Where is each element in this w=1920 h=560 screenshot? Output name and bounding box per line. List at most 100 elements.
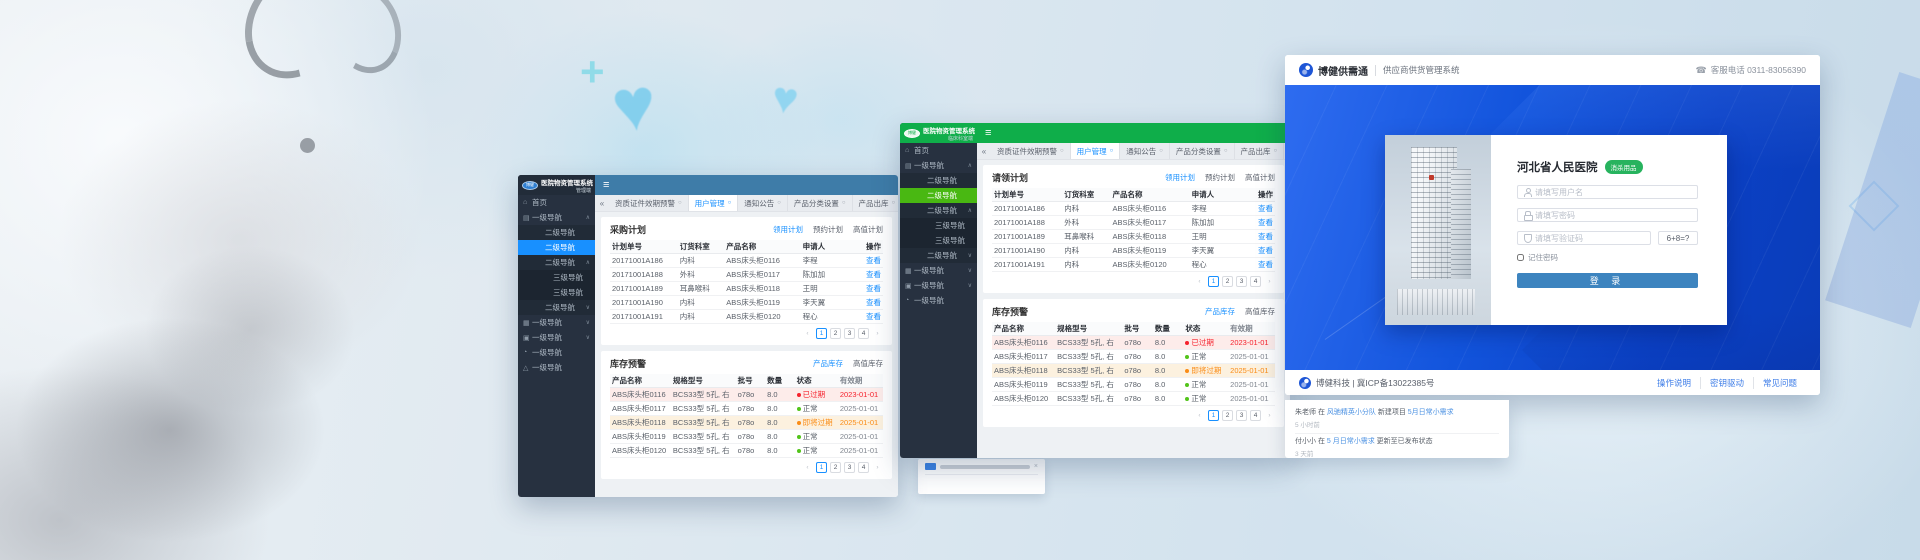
view-link[interactable]: 查看 — [866, 270, 881, 279]
view-link[interactable]: 查看 — [1258, 204, 1273, 213]
tab[interactable]: 产品分类设置 ○ — [788, 195, 853, 211]
remember-checkbox[interactable] — [1517, 254, 1524, 261]
sidebar-item[interactable]: ◔ 一级导航 — [905, 296, 944, 305]
plan-filter-link[interactable]: 领用计划 — [773, 225, 803, 234]
sidebar-item[interactable]: 二级导航 ∨ — [900, 248, 977, 263]
view-link[interactable]: 查看 — [866, 256, 881, 265]
page-button[interactable]: 2 — [1222, 410, 1233, 421]
plan-filter-link[interactable]: 高值计划 — [853, 225, 883, 234]
tab-close-icon[interactable]: ○ — [777, 200, 781, 206]
page-button[interactable]: ‹ — [806, 464, 809, 471]
page-button[interactable]: 1 — [816, 328, 827, 339]
inventory-filter-link[interactable]: 高值库存 — [1245, 307, 1275, 316]
tab[interactable]: 资质证件效期预警 ○ — [991, 143, 1071, 159]
page-button[interactable]: 1 — [1208, 276, 1219, 287]
view-link[interactable]: 查看 — [1258, 218, 1273, 227]
footer-link[interactable]: 常见问题 — [1752, 376, 1806, 389]
inventory-filter-link[interactable]: 产品库存 — [813, 359, 843, 368]
sidebar-item[interactable]: 二级导航 — [900, 188, 977, 203]
page-button[interactable]: 3 — [844, 328, 855, 339]
menu-toggle-icon[interactable]: ≡ — [603, 178, 610, 191]
tab-close-icon[interactable]: ○ — [1273, 148, 1278, 154]
page-button[interactable]: 2 — [1222, 276, 1233, 287]
password-input[interactable] — [1535, 210, 1692, 220]
sidebar-item[interactable]: 二级导航 ∨ — [518, 300, 595, 315]
tab-close-icon[interactable]: ○ — [891, 200, 896, 206]
sidebar-item[interactable]: ⌂ 首页 — [905, 146, 929, 155]
footer-link[interactable]: 操作说明 — [1656, 377, 1691, 388]
sidebar-item[interactable]: △ 一级导航 — [523, 363, 562, 372]
sidebar-item[interactable]: ▦ 一级导航 ∨ — [523, 318, 590, 327]
feed-link[interactable]: 风驰精英小分队 — [1326, 409, 1376, 416]
tab[interactable]: 通知公告 ○ — [738, 195, 788, 211]
page-button[interactable]: 3 — [1236, 276, 1247, 287]
page-button[interactable]: 4 — [858, 462, 869, 473]
sidebar-item[interactable]: 三级导航 — [518, 270, 595, 285]
tab[interactable]: 通知公告 ○ — [1120, 143, 1170, 159]
captcha-input[interactable] — [1535, 233, 1645, 243]
plan-filter-link[interactable]: 预约计划 — [1205, 173, 1235, 182]
tab-close-icon[interactable]: ○ — [1060, 148, 1064, 154]
sidebar-item[interactable]: 二级导航 — [518, 225, 595, 240]
tab[interactable]: 资质证件效期预警 ○ — [609, 195, 689, 211]
view-link[interactable]: 查看 — [1258, 246, 1273, 255]
page-button[interactable]: 2 — [830, 328, 841, 339]
tab-close-icon[interactable]: ○ — [1109, 148, 1114, 154]
sidebar-item[interactable]: ▣ 一级导航 ∨ — [905, 281, 972, 290]
sidebar-item[interactable]: ⌂ 首页 — [523, 198, 547, 207]
inventory-filter-link[interactable]: 产品库存 — [1205, 307, 1235, 316]
sidebar-item[interactable]: 二级导航 ∧ — [900, 203, 977, 218]
view-link[interactable]: 查看 — [866, 284, 881, 293]
menu-toggle-icon[interactable]: ≡ — [985, 126, 992, 139]
plan-filter-link[interactable]: 预约计划 — [813, 225, 843, 234]
tab-close-icon[interactable]: ○ — [1223, 148, 1228, 154]
sidebar-item[interactable]: 三级导航 — [900, 233, 977, 248]
footer-link[interactable]: 密钥驱动 — [1699, 376, 1753, 389]
tab[interactable]: 用户管理 ○ — [688, 195, 739, 211]
sidebar-item[interactable]: ◔ 一级导航 — [523, 348, 562, 357]
page-button[interactable]: 3 — [844, 462, 855, 473]
view-link[interactable]: 查看 — [866, 312, 881, 321]
sidebar-item[interactable]: ▦ 一级导航 ∨ — [905, 266, 972, 275]
sidebar-item[interactable]: 二级导航 — [518, 240, 595, 255]
page-button[interactable]: › — [1268, 278, 1271, 285]
tab-close-icon[interactable]: ○ — [678, 200, 682, 206]
remember-label[interactable]: 记住密码 — [1528, 253, 1558, 262]
page-button[interactable]: › — [876, 330, 879, 337]
tab[interactable]: 产品出库 ○ — [1235, 143, 1285, 159]
feed-link[interactable]: 5 月日常小需求 — [1326, 438, 1375, 445]
inventory-filter-link[interactable]: 高值库存 — [853, 359, 883, 368]
page-button[interactable]: ‹ — [1198, 412, 1201, 419]
tab-close-icon[interactable]: ○ — [1159, 148, 1163, 154]
page-button[interactable]: 4 — [1250, 276, 1261, 287]
close-icon[interactable]: × — [1033, 463, 1038, 470]
sidebar-item[interactable]: ▤ 一级导航 ∧ — [905, 161, 972, 170]
view-link[interactable]: 查看 — [1258, 260, 1273, 269]
tabs-collapse-icon[interactable]: « — [981, 146, 987, 156]
captcha-question[interactable]: 6+8=? — [1658, 231, 1698, 245]
page-button[interactable]: ‹ — [806, 330, 809, 337]
tab-close-icon[interactable]: ○ — [841, 200, 846, 206]
page-button[interactable]: 4 — [858, 328, 869, 339]
plan-filter-link[interactable]: 高值计划 — [1245, 173, 1275, 182]
tabs-collapse-icon[interactable]: « — [599, 198, 605, 208]
page-button[interactable]: ‹ — [1198, 278, 1201, 285]
login-button[interactable]: 登 录 — [1517, 273, 1698, 288]
tab-close-icon[interactable]: ○ — [727, 200, 732, 206]
sidebar-item[interactable]: ▣ 一级导航 ∨ — [523, 333, 590, 342]
sidebar-item[interactable]: 三级导航 — [518, 285, 595, 300]
page-button[interactable]: 1 — [1208, 410, 1219, 421]
page-button[interactable]: 2 — [830, 462, 841, 473]
tab[interactable]: 用户管理 ○ — [1070, 143, 1121, 159]
sidebar-item[interactable]: 二级导航 — [900, 173, 977, 188]
feed-link[interactable]: 5月日常小需求 — [1407, 409, 1454, 416]
page-button[interactable]: › — [876, 464, 879, 471]
tab[interactable]: 产品分类设置 ○ — [1170, 143, 1235, 159]
page-button[interactable]: › — [1268, 412, 1271, 419]
username-input[interactable] — [1535, 187, 1692, 197]
page-button[interactable]: 3 — [1236, 410, 1247, 421]
sidebar-item[interactable]: 三级导航 — [900, 218, 977, 233]
sidebar-item[interactable]: ▤ 一级导航 ∧ — [523, 213, 590, 222]
page-button[interactable]: 1 — [816, 462, 827, 473]
tab[interactable]: 产品出库 ○ — [853, 195, 899, 211]
